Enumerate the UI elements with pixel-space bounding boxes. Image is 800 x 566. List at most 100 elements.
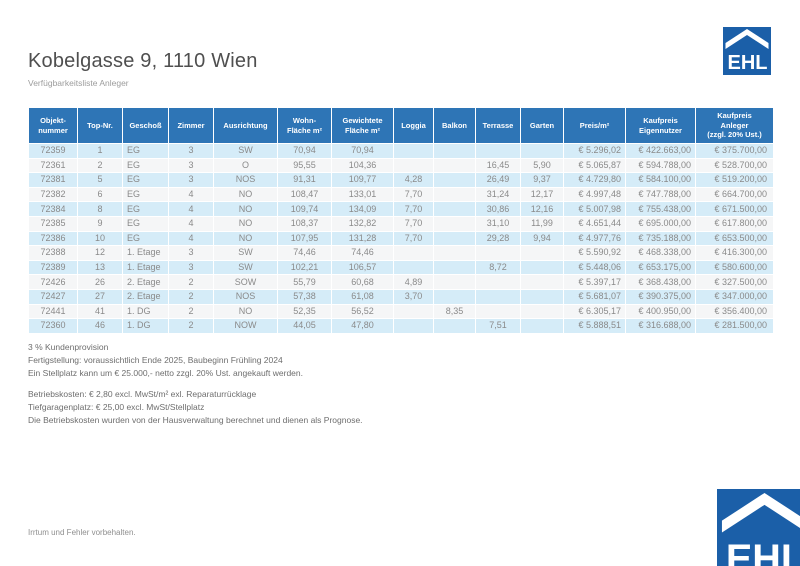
table-cell xyxy=(520,288,564,305)
table-cell xyxy=(433,259,476,276)
table-cell: 2 xyxy=(77,157,123,174)
table-cell: 4 xyxy=(168,186,214,203)
column-header: Wohn- Fläche m² xyxy=(277,107,332,144)
table-cell: EG xyxy=(122,215,169,232)
table-cell: 7,51 xyxy=(475,318,521,334)
table-cell xyxy=(520,318,564,334)
table-cell: 1. DG xyxy=(122,303,169,320)
table-cell xyxy=(393,143,434,159)
table-cell: 72386 xyxy=(28,230,78,247)
column-header: Geschoß xyxy=(122,107,169,144)
column-header: Preis/m² xyxy=(563,107,626,144)
table-cell: 72384 xyxy=(28,201,78,217)
table-row: 72384 8 EG 4 NO 109,74 134,09 7,70 30,86 12,16 € 5… xyxy=(28,201,774,217)
table-cell: € 580.600,00 xyxy=(695,259,774,276)
table-cell: 3,70 xyxy=(393,288,434,305)
table-cell: € 594.788,00 xyxy=(625,157,696,174)
table-cell xyxy=(520,303,564,320)
table-cell: NOW xyxy=(213,318,278,334)
table-cell: € 6.305,17 xyxy=(563,303,626,320)
table-cell: 109,74 xyxy=(277,201,332,217)
table-cell xyxy=(475,288,521,305)
table-cell xyxy=(393,318,434,334)
table-cell: 95,55 xyxy=(277,157,332,174)
table-cell: € 755.438,00 xyxy=(625,201,696,217)
table-cell: EG xyxy=(122,172,169,188)
table-cell: 2 xyxy=(168,288,214,305)
table-row: 72427 27 2. Etage 2 NOS 57,38 61,08 3,70 € 5.681… xyxy=(28,288,774,305)
table-cell: € 519.200,00 xyxy=(695,172,774,188)
table-cell: 41 xyxy=(77,303,123,320)
table-header: Objekt- nummer Top-Nr. Geschoß Zimmer Ausric… xyxy=(28,107,774,144)
table-cell: 72388 xyxy=(28,245,78,261)
title-block: Kobelgasse 9, 1110 Wien Verfügbarkeitsli… xyxy=(28,50,258,88)
table-cell: € 5.296,02 xyxy=(563,143,626,159)
table-cell: 3 xyxy=(168,157,214,174)
table-cell: 104,36 xyxy=(331,157,394,174)
table-cell: € 653.500,00 xyxy=(695,230,774,247)
table-cell: 72382 xyxy=(28,186,78,203)
table-cell: 26 xyxy=(77,274,123,290)
table-cell: € 528.700,00 xyxy=(695,157,774,174)
table-cell: 3 xyxy=(168,172,214,188)
table-cell: 4,28 xyxy=(393,172,434,188)
table-cell: € 390.375,00 xyxy=(625,288,696,305)
table-row: 72381 5 EG 3 NOS 91,31 109,77 4,28 26,49 9,37 € 4.… xyxy=(28,172,774,188)
table-cell: € 617.800,00 xyxy=(695,215,774,232)
table-cell xyxy=(475,303,521,320)
column-header: Kaufpreis Anleger (zzgl. 20% Ust.) xyxy=(695,107,774,144)
table-cell: € 695.000,00 xyxy=(625,215,696,232)
table-cell xyxy=(433,215,476,232)
table-cell: 72360 xyxy=(28,318,78,334)
notes-block-1: 3 % Kundenprovision Fertigstellung: vora… xyxy=(28,342,303,378)
table-cell: O xyxy=(213,157,278,174)
table-cell xyxy=(433,230,476,247)
table-cell xyxy=(520,143,564,159)
page-subtitle: Verfügbarkeitsliste Anleger xyxy=(28,78,129,88)
table-cell: 12 xyxy=(77,245,123,261)
table-cell: 9,37 xyxy=(520,172,564,188)
table-cell: € 400.950,00 xyxy=(625,303,696,320)
table-cell xyxy=(433,201,476,217)
table-cell: 106,57 xyxy=(331,259,394,276)
table-cell: NO xyxy=(213,230,278,247)
ehl-logo-bottom: EHL xyxy=(717,489,800,566)
ehl-house-icon: EHL xyxy=(717,489,800,566)
table-cell: EG xyxy=(122,157,169,174)
ehl-logo-text: EHL xyxy=(728,52,768,74)
table-cell: € 735.188,00 xyxy=(625,230,696,247)
table-row: 72385 9 EG 4 NO 108,37 132,82 7,70 31,10 11,99 € 4… xyxy=(28,215,774,232)
table-cell: 72426 xyxy=(28,274,78,290)
table-cell: 16,45 xyxy=(475,157,521,174)
table-cell: 91,31 xyxy=(277,172,332,188)
table-body: 72359 1 EG 3 SW 70,94 70,94 € 5.296,02 € 422.663… xyxy=(28,143,774,334)
table-cell: 72389 xyxy=(28,259,78,276)
table-cell: 74,46 xyxy=(331,245,394,261)
table-cell: 72361 xyxy=(28,157,78,174)
table-cell: EG xyxy=(122,143,169,159)
table-cell: 60,68 xyxy=(331,274,394,290)
table-cell: 70,94 xyxy=(331,143,394,159)
table-cell: 57,38 xyxy=(277,288,332,305)
table-cell: SW xyxy=(213,259,278,276)
column-header: Zimmer xyxy=(168,107,214,144)
table-cell: € 468.338,00 xyxy=(625,245,696,261)
table-row: 72386 10 EG 4 NO 107,95 131,28 7,70 29,28 9,94 € 4… xyxy=(28,230,774,247)
column-header: Loggia xyxy=(393,107,434,144)
table-row: 72426 26 2. Etage 2 SOW 55,79 60,68 4,89 € 5.397… xyxy=(28,274,774,290)
table-cell: 7,70 xyxy=(393,230,434,247)
table-cell: € 4.729,80 xyxy=(563,172,626,188)
table-cell: 131,28 xyxy=(331,230,394,247)
table-cell: SW xyxy=(213,143,278,159)
table-cell xyxy=(475,245,521,261)
table-cell: EG xyxy=(122,230,169,247)
table-cell: 46 xyxy=(77,318,123,334)
table-cell: 4 xyxy=(168,201,214,217)
table-cell: € 375.700,00 xyxy=(695,143,774,159)
table-cell: 3 xyxy=(168,245,214,261)
table-cell: 4 xyxy=(168,230,214,247)
ehl-logo-top: EHL xyxy=(723,27,771,75)
table-cell xyxy=(520,245,564,261)
page-title: Kobelgasse 9, 1110 Wien xyxy=(28,50,258,72)
table-cell: NO xyxy=(213,201,278,217)
